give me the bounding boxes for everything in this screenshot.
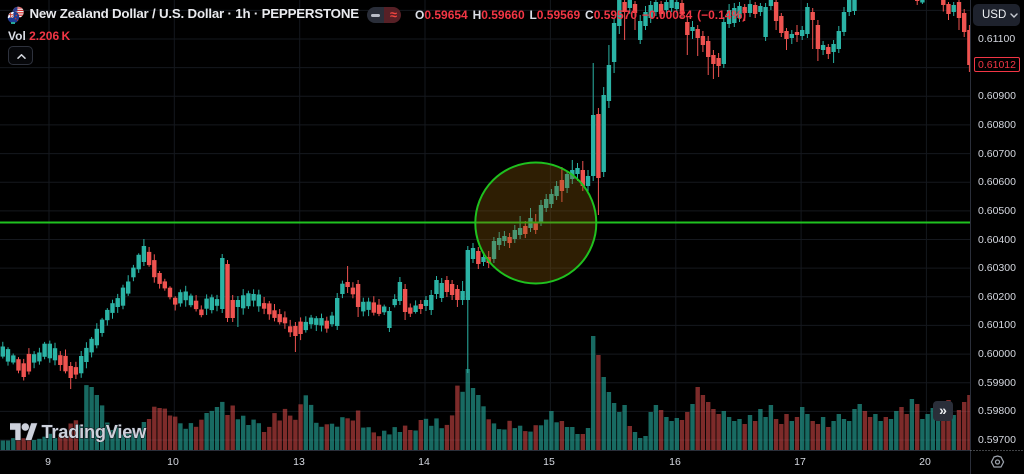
- svg-text:TradingView: TradingView: [42, 422, 148, 442]
